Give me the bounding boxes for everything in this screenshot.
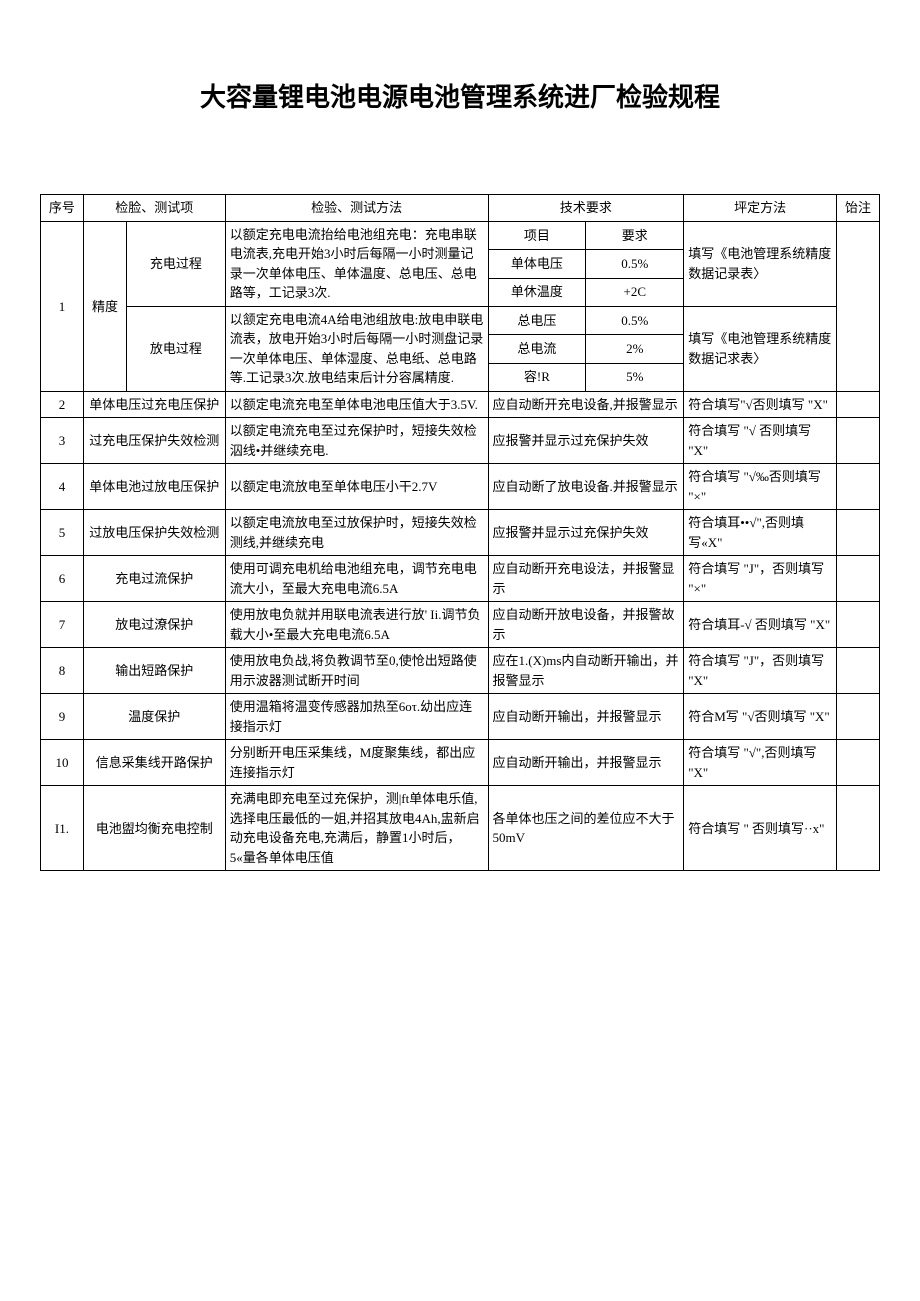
row1-inner-r3-item: 总电压 [488, 306, 586, 334]
row2-eval: 符合填写"√否则填写 "X" [684, 391, 837, 418]
row6-item: 充电过流保护 [83, 556, 225, 602]
row3-note [837, 418, 880, 464]
row7-seq: 7 [41, 602, 84, 648]
row6-eval: 符合填写 "J"，否则填写 "×" [684, 556, 837, 602]
header-req: 技术要求 [488, 195, 684, 222]
row5-eval: 符合填耳••√",否则填写«X" [684, 510, 837, 556]
header-eval: 坪定方法 [684, 195, 837, 222]
row6-seq: 6 [41, 556, 84, 602]
row4-note [837, 464, 880, 510]
row8-method: 使用放电负战,将负教调节至0,使怆出短路使用示波器测试断开时间 [225, 648, 488, 694]
row4-eval: 符合填写 "√‰否则填写 "×" [684, 464, 837, 510]
row8-req: 应在1.(X)ms内自动断开输出，并报警显示 [488, 648, 684, 694]
row1-note [837, 221, 880, 391]
row11-req: 各单体也压之间的差位应不大于50mV [488, 786, 684, 871]
row10-method: 分别断开电压采集线，M度聚集线，都出应连接指示灯 [225, 740, 488, 786]
row11-note [837, 786, 880, 871]
inspection-table: 序号 检脸、测试项 检验、测试方法 技术要求 坪定方法 饴注 1 精度 充电过程… [40, 194, 880, 871]
row1-eval-discharge: 填写《电池管理系统精度数据记求表〉 [684, 306, 837, 391]
row1-inner-hdr-item: 项目 [488, 221, 586, 249]
row8-seq: 8 [41, 648, 84, 694]
row7-note [837, 602, 880, 648]
row11-seq: I1. [41, 786, 84, 871]
row10-seq: 10 [41, 740, 84, 786]
row4-method: 以额定电流放电至单体电压小干2.7V [225, 464, 488, 510]
row6-note [837, 556, 880, 602]
row1-group: 精度 [83, 221, 126, 391]
row4-seq: 4 [41, 464, 84, 510]
row7-eval: 符合填耳-√ 否则填写 "X" [684, 602, 837, 648]
row5-note [837, 510, 880, 556]
row11-method: 充满电即充电至过充保护，测|ft单体电乐值,选择电压最低的一姐,并招其放电4Ah… [225, 786, 488, 871]
row1-inner-r2-req: +2C [586, 278, 684, 306]
row1-inner-hdr-req: 要求 [586, 221, 684, 249]
header-method: 检验、测试方法 [225, 195, 488, 222]
row10-req: 应自动断开输出，并报警显示 [488, 740, 684, 786]
header-seq: 序号 [41, 195, 84, 222]
row9-req: 应自动断开输出，并报警显示 [488, 694, 684, 740]
row4-req: 应自动断了放电设备.并报警显示 [488, 464, 684, 510]
row1-inner-r1-req: 0.5% [586, 250, 684, 278]
row1-discharge-method: 以颔定充电电流4A给电池组放电:放电申联电流表，放电开始3小时后每隔一小时测盘记… [225, 306, 488, 391]
row1-inner-r5-item: 容!R [488, 363, 586, 391]
header-item: 检脸、测试项 [83, 195, 225, 222]
row5-req: 应报警并显示过充保护失效 [488, 510, 684, 556]
row1-inner-r4-item: 总电流 [488, 335, 586, 363]
row1-inner-r2-item: 单休温度 [488, 278, 586, 306]
row2-req: 应自动断开充电设备,并报警显示 [488, 391, 684, 418]
row10-note [837, 740, 880, 786]
row1-inner-r3-req: 0.5% [586, 306, 684, 334]
row1-inner-r5-req: 5% [586, 363, 684, 391]
row6-method: 使用可调充电机给电池组充电，调节充电电流大小，至最大充电电流6.5A [225, 556, 488, 602]
row10-item: 信息采集线开路保护 [83, 740, 225, 786]
row8-note [837, 648, 880, 694]
row7-req: 应自动断开放电设备，并报警故示 [488, 602, 684, 648]
header-note: 饴注 [837, 195, 880, 222]
row3-req: 应报警并显示过充保护失效 [488, 418, 684, 464]
row5-item: 过放电压保护失效检测 [83, 510, 225, 556]
row1-discharge-label: 放电过程 [127, 306, 226, 391]
row5-method: 以额定电流放电至过放保护时，短接失效检测线,并继续充电 [225, 510, 488, 556]
row2-seq: 2 [41, 391, 84, 418]
row5-seq: 5 [41, 510, 84, 556]
row1-seq: 1 [41, 221, 84, 391]
row3-seq: 3 [41, 418, 84, 464]
row2-method: 以额定电流充电至单体电池电压值大于3.5V. [225, 391, 488, 418]
row1-charge-label: 充电过程 [127, 221, 226, 306]
row3-method: 以额定电流充电至过充保护时，短接失效检泅线•并继续充电. [225, 418, 488, 464]
row9-seq: 9 [41, 694, 84, 740]
row9-eval: 符合M写 "√否则填写 "X" [684, 694, 837, 740]
row8-item: 输出短路保护 [83, 648, 225, 694]
row8-eval: 符合填写 "J"，否则填写 "X" [684, 648, 837, 694]
row11-item: 电池盥均衡充电控制 [83, 786, 225, 871]
row1-eval-charge: 填写《电池管理系统精度数据记录表〉 [684, 221, 837, 306]
row3-eval: 符合填写 "√ 否则填写 "X" [684, 418, 837, 464]
row1-charge-method: 以额定充电电流抬给电池组充电：充电串联电流表,充电开始3小时后每隔一小时测量记录… [225, 221, 488, 306]
row7-method: 使用放电负就并用联电流表进行放' Ii.调节负载大小•至最大充电电流6.5A [225, 602, 488, 648]
page-title: 大容量锂电池电源电池管理系统进厂检验规程 [40, 77, 880, 114]
row7-item: 放电过潦保护 [83, 602, 225, 648]
row2-item: 单体电压过充电压保护 [83, 391, 225, 418]
row4-item: 单体电池过放电压保护 [83, 464, 225, 510]
row10-eval: 符合填写 "√",否则填写 "X" [684, 740, 837, 786]
row6-req: 应自动断开充电设法，并报警显示 [488, 556, 684, 602]
row9-note [837, 694, 880, 740]
row9-method: 使用温箱将温变传感器加热至6oτ.幼出应连接指示灯 [225, 694, 488, 740]
row11-eval: 符合填写 " 否则填写··x" [684, 786, 837, 871]
row2-note [837, 391, 880, 418]
row3-item: 过充电压保护失效检测 [83, 418, 225, 464]
row1-inner-r1-item: 单体电压 [488, 250, 586, 278]
row9-item: 温度保护 [83, 694, 225, 740]
row1-inner-r4-req: 2% [586, 335, 684, 363]
